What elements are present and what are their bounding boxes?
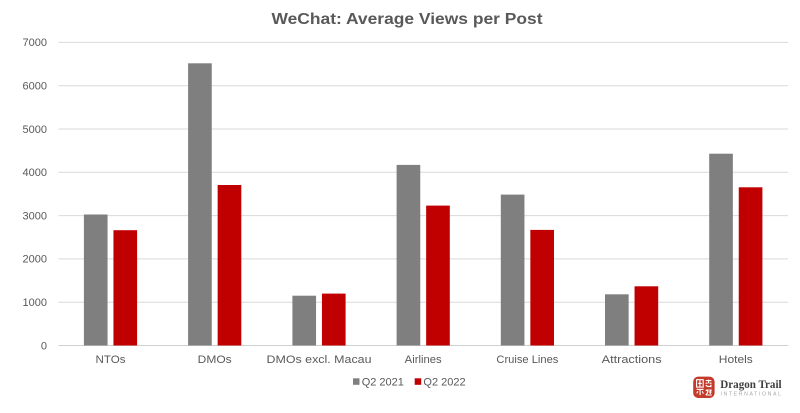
svg-text:7000: 7000 xyxy=(23,37,47,49)
svg-text:5000: 5000 xyxy=(23,124,47,136)
svg-text:INTERNATIONAL: INTERNATIONAL xyxy=(721,392,782,398)
svg-text:Q2 2022: Q2 2022 xyxy=(423,376,465,388)
svg-text:0: 0 xyxy=(41,340,47,352)
svg-text:6000: 6000 xyxy=(23,81,47,93)
svg-text:Hotels: Hotels xyxy=(719,354,754,366)
svg-text:1000: 1000 xyxy=(23,297,47,309)
svg-text:NTOs: NTOs xyxy=(96,354,127,366)
svg-text:2000: 2000 xyxy=(23,254,47,266)
svg-text:Dragon Trail: Dragon Trail xyxy=(720,379,781,391)
svg-text:DMOs: DMOs xyxy=(198,354,233,366)
svg-text:Attractions: Attractions xyxy=(602,354,663,366)
svg-text:4000: 4000 xyxy=(23,167,47,179)
svg-text:Cruise Lines: Cruise Lines xyxy=(496,354,559,366)
svg-text:Airlines: Airlines xyxy=(405,354,443,366)
svg-text:3000: 3000 xyxy=(23,210,47,222)
svg-text:DMOs excl. Macau: DMOs excl. Macau xyxy=(267,354,372,366)
svg-text:WeChat: Average Views per Post: WeChat: Average Views per Post xyxy=(272,11,544,28)
svg-text:Q2 2021: Q2 2021 xyxy=(362,376,404,388)
